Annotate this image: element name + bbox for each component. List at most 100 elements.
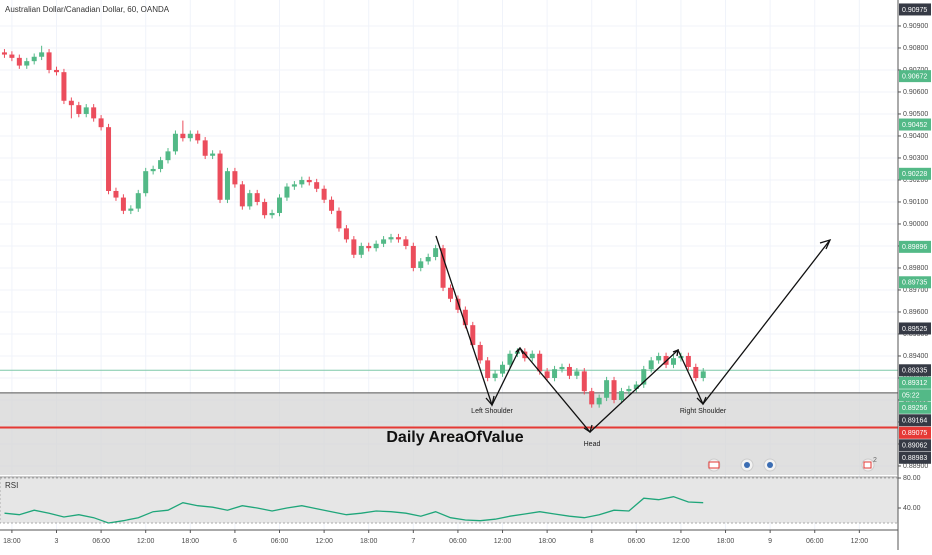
y-tick-label: 0.90600 (903, 89, 928, 96)
candle-body (648, 360, 654, 370)
candle-body (329, 199, 335, 211)
candle-body (693, 366, 699, 378)
price-label: 0.90228 (899, 167, 931, 180)
candle-body (596, 397, 602, 405)
candle-body (343, 228, 349, 240)
candle-body (128, 208, 134, 211)
event-icons: 2 (707, 457, 877, 472)
rsi-band (0, 477, 899, 524)
flag (767, 462, 773, 468)
x-tick-label: 3 (55, 538, 59, 545)
candle-body (425, 256, 431, 262)
candle-body (120, 197, 126, 211)
candle-body (158, 160, 164, 169)
x-tick-label: 6 (233, 538, 237, 545)
price-label-text: 0.89335 (902, 368, 927, 375)
candle-body (91, 107, 97, 119)
candle-body (172, 133, 178, 152)
x-tick-label: 12:00 (851, 538, 869, 545)
candle-body (559, 366, 565, 370)
candle-body (24, 61, 30, 66)
candle-body (566, 366, 572, 376)
y-tick-label: 0.89800 (903, 265, 928, 272)
candle-body (351, 239, 357, 255)
candle-body (388, 237, 394, 240)
price-label-text: 0.89312 (902, 380, 927, 387)
candle-body (589, 391, 595, 405)
candle-body (113, 190, 119, 198)
candle-body (626, 388, 632, 392)
x-tick-label: 18:00 (717, 538, 735, 545)
price-label: 0.89164 (899, 414, 931, 427)
y-tick-label: 0.90200 (903, 177, 928, 184)
candle-body (403, 239, 409, 246)
x-tick-label: 9 (768, 538, 772, 545)
y-tick-label: 0.90300 (903, 155, 928, 162)
price-label-text: 0.89062 (902, 443, 927, 450)
event-count: 2 (873, 457, 877, 464)
candle-body (455, 298, 461, 310)
chart-title: Australian Dollar/Canadian Dollar, 60, O… (5, 5, 170, 14)
candle-body (165, 151, 171, 161)
candle-body (321, 188, 327, 200)
price-label: 0.90672 (899, 70, 931, 83)
countdown-box (899, 389, 931, 402)
candle-body (31, 56, 37, 62)
candle-body (574, 371, 580, 376)
price-label-box (899, 401, 931, 414)
candle-body (544, 371, 550, 378)
price-label-text: 0.89525 (902, 326, 927, 333)
candle-body (395, 237, 401, 240)
price-label: 0.89075 (899, 426, 931, 439)
price-label-text: 0.89896 (902, 244, 927, 251)
candle-body (39, 52, 45, 57)
candle-body (685, 355, 691, 367)
candle-body (507, 353, 513, 365)
candle-body (381, 239, 387, 244)
annotation: Right Shoulder (680, 408, 727, 415)
candle-body (492, 373, 498, 378)
price-label: 0.89525 (899, 322, 931, 335)
candle-body (83, 107, 89, 114)
candle-body (210, 153, 216, 156)
flag (708, 461, 720, 469)
candle-body (284, 186, 290, 198)
candle-body (700, 371, 706, 378)
candle-body (224, 171, 230, 200)
y-tick-label: 0.89600 (903, 309, 928, 316)
price-label-box (899, 167, 931, 180)
candle-body (336, 210, 342, 229)
candle-body (291, 184, 297, 187)
y-tick-label: 40.00 (903, 505, 921, 512)
flag (863, 461, 872, 469)
candle-body (217, 153, 223, 200)
x-tick-label: 06:00 (271, 538, 289, 545)
candle-body (68, 100, 74, 106)
annotation: Head (584, 441, 601, 448)
x-tick-label: 18:00 (182, 538, 200, 545)
candle-body (9, 54, 15, 58)
candle-body (76, 105, 82, 114)
price-label: 0.89256 (899, 401, 931, 414)
price-label-text: 0.88983 (902, 455, 927, 462)
candle-body (299, 179, 305, 185)
price-label: 0.90452 (899, 118, 931, 131)
x-tick-label: 7 (411, 538, 415, 545)
candle-body (500, 364, 506, 374)
candle-body (410, 245, 416, 268)
arrowheads (485, 238, 832, 434)
y-tick-label: 0.89700 (903, 287, 928, 294)
price-label-box (899, 118, 931, 131)
candle-body (277, 197, 283, 213)
candle-body (581, 371, 587, 392)
x-tick-label: 18:00 (538, 538, 556, 545)
candle-body (552, 369, 558, 378)
candle-body (53, 69, 59, 73)
x-tick-label: 18:00 (360, 538, 378, 545)
y-tick-label: 0.90900 (903, 23, 928, 30)
candle-body (462, 309, 468, 326)
y-tick-label: 0.90500 (903, 111, 928, 118)
candle-body (16, 57, 22, 66)
candle-body (262, 201, 268, 216)
